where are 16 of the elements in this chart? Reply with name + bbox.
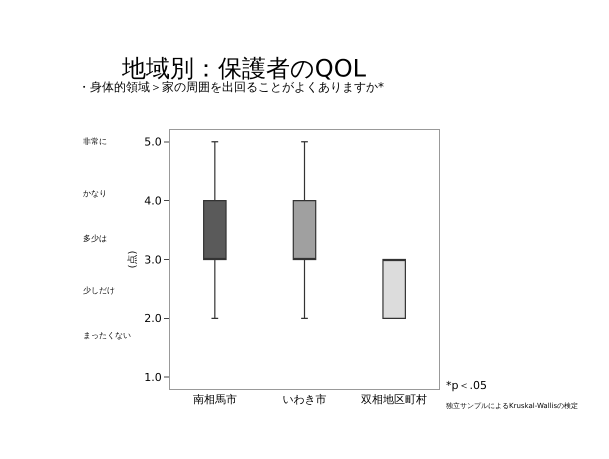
text: 少しだけ [83, 286, 115, 295]
text: 非常に [83, 137, 107, 146]
y-tick-label: 4.0 [144, 194, 162, 208]
x-tick-label: 双相地区町村 [361, 393, 428, 406]
chart-subtitle: ・身体的領域＞家の周囲を出回ることがよくありますか* [78, 80, 384, 94]
y-tick-label: 5.0 [144, 136, 162, 149]
x-tick-label: 南相馬市 [192, 393, 237, 406]
x-tick-label: いわき市 [282, 393, 326, 406]
text: まったくない [83, 331, 131, 340]
text: かなり [83, 189, 107, 198]
y-tick-label: 1.0 [144, 371, 162, 384]
y-tick-label: 3.0 [144, 253, 162, 266]
text: 多少は [83, 234, 107, 243]
y-axis-title: (点) [126, 250, 138, 268]
y-tick-label: 2.0 [144, 312, 162, 326]
text: *p＜.05 [446, 379, 487, 392]
